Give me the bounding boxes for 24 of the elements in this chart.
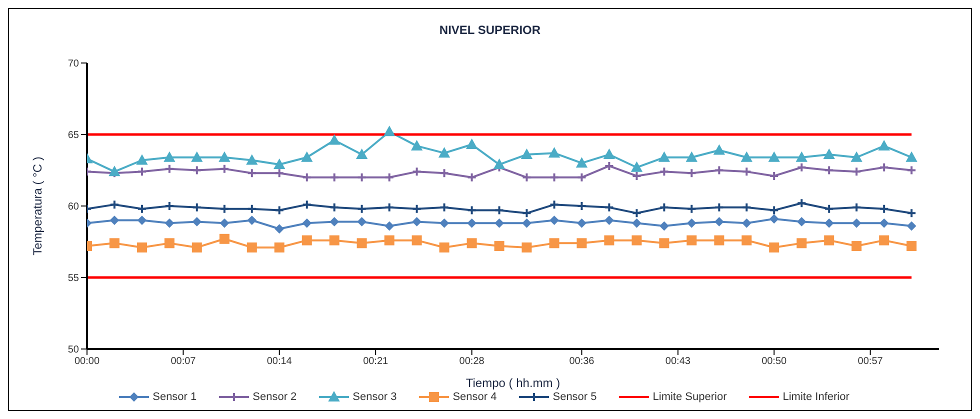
x-tick-label: 00:28 <box>459 356 485 368</box>
y-tick-label: 70 <box>68 58 80 70</box>
y-tick-label: 65 <box>68 130 80 142</box>
x-tick-label: 00:43 <box>665 356 691 368</box>
legend-label: Sensor 2 <box>252 391 297 403</box>
chart-title: NIVEL SUPERIOR <box>438 22 542 39</box>
y-tick-label: 60 <box>68 202 80 213</box>
legend-label: Sensor 1 <box>152 391 197 403</box>
x-tick-label: 00:14 <box>266 356 292 368</box>
x-tick-label: 00:57 <box>858 356 884 368</box>
x-tick-label: 00:50 <box>762 356 788 368</box>
x-tick-label: 00:36 <box>569 356 595 368</box>
x-tick-label: 00:21 <box>363 356 389 368</box>
legend-label: Limite Inferior <box>782 391 850 403</box>
legend-label: Limite Superior <box>652 391 727 403</box>
legend-label: Sensor 4 <box>452 391 497 403</box>
legend-label: Sensor 5 <box>552 391 597 403</box>
y-axis-title: Temperatura ( °C ) <box>30 156 44 256</box>
legend-label: Sensor 3 <box>352 391 397 403</box>
x-axis-title: Tiempo ( hh.mm ) <box>466 376 560 390</box>
y-tick-label: 50 <box>68 344 80 356</box>
y-tick-label: 55 <box>68 273 80 284</box>
x-tick-label: 00:07 <box>170 356 196 368</box>
x-tick-label: 00:00 <box>74 356 100 368</box>
